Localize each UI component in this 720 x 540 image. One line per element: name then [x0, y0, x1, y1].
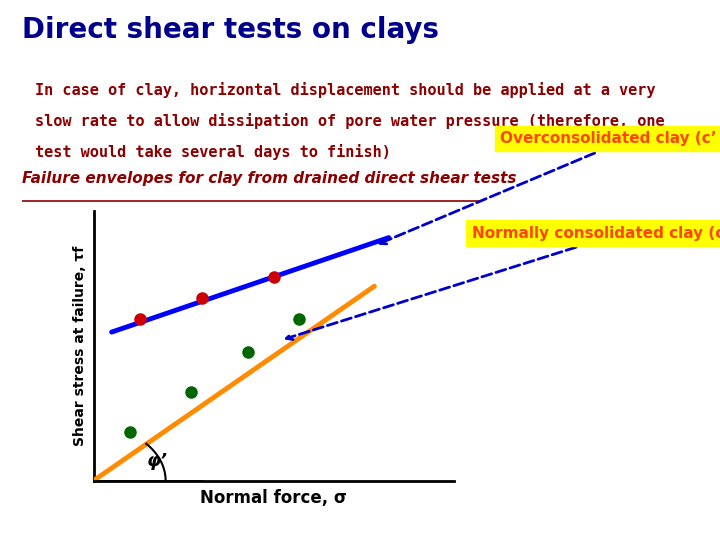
X-axis label: Normal force, σ: Normal force, σ	[200, 489, 347, 507]
Text: slow rate to allow dissipation of pore water pressure (therefore, one: slow rate to allow dissipation of pore w…	[35, 113, 665, 129]
Text: Overconsolidated clay (c’ ≠ 0): Overconsolidated clay (c’ ≠ 0)	[380, 131, 720, 244]
Text: Normally consolidated clay (c’ = 0): Normally consolidated clay (c’ = 0)	[287, 226, 720, 340]
Text: test would take several days to finish): test would take several days to finish)	[35, 144, 391, 159]
Text: Failure envelopes for clay from drained direct shear tests: Failure envelopes for clay from drained …	[22, 171, 516, 186]
Text: In case of clay, horizontal displacement should be applied at a very: In case of clay, horizontal displacement…	[35, 82, 656, 98]
Y-axis label: Shear stress at failure, τf: Shear stress at failure, τf	[73, 246, 86, 446]
Text: φ’: φ’	[146, 452, 167, 470]
Text: Direct shear tests on clays: Direct shear tests on clays	[22, 16, 438, 44]
